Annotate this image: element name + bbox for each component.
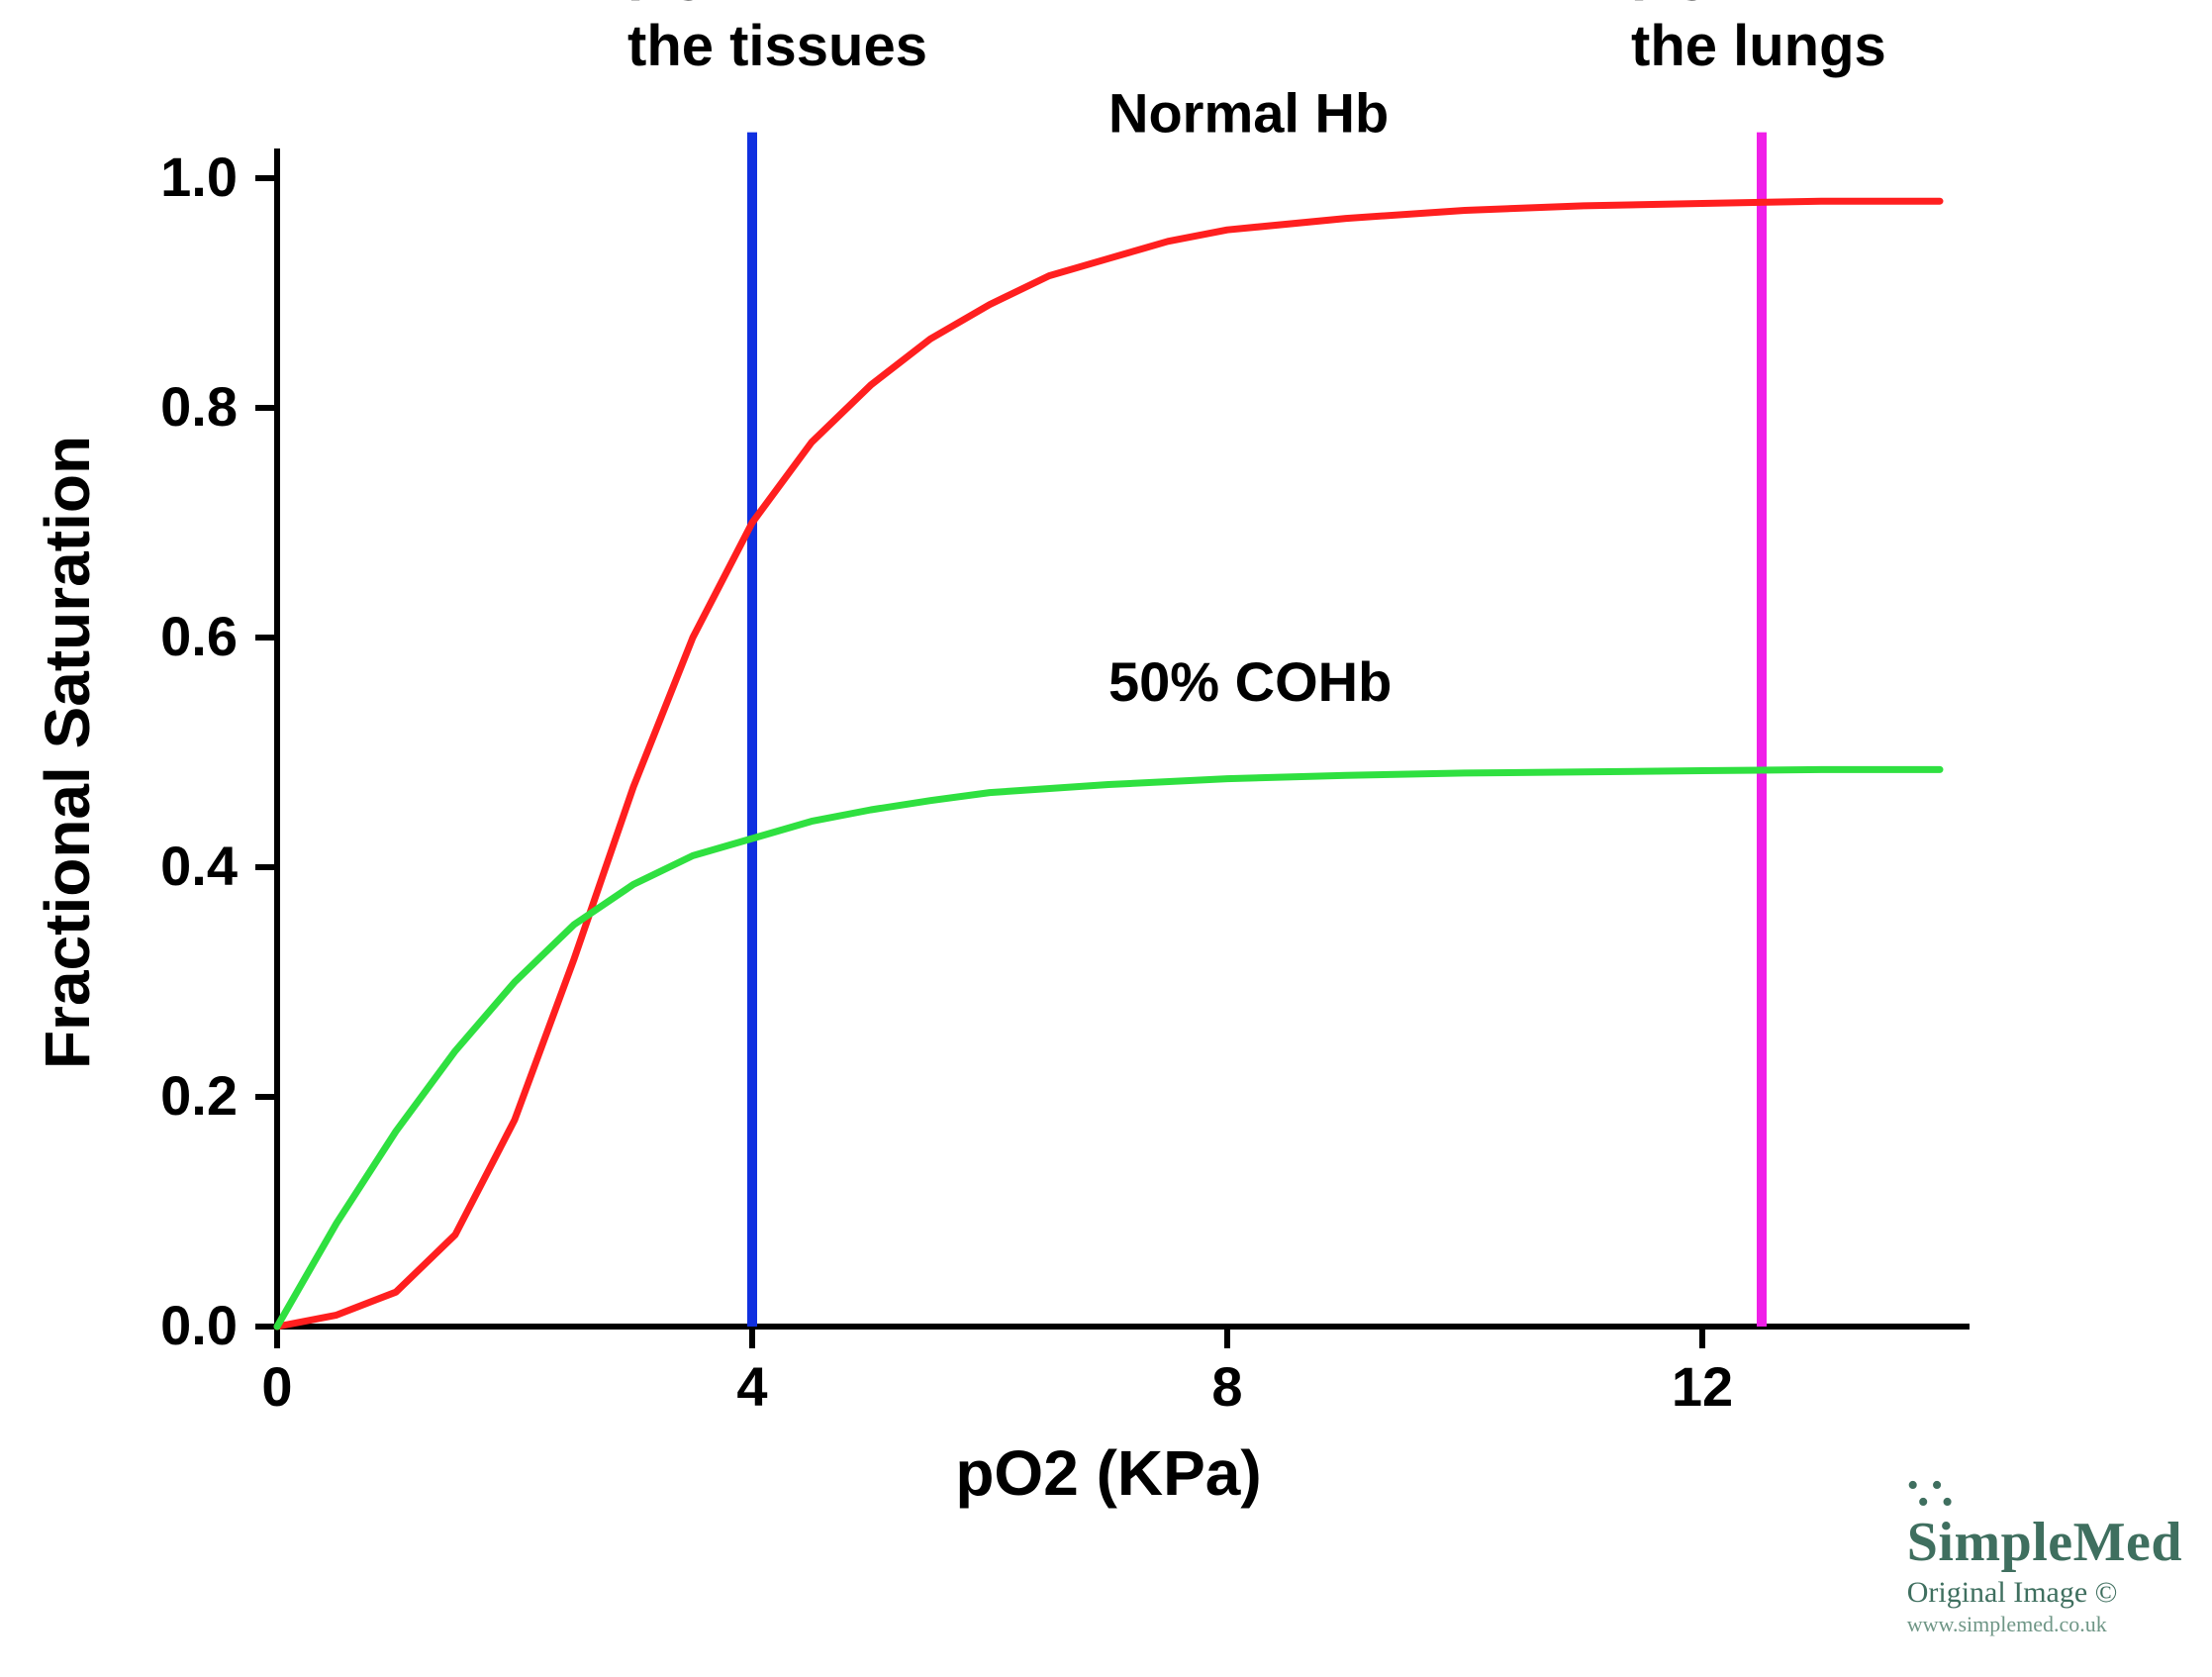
watermark-subtitle: Original Image © [1907, 1576, 2182, 1610]
chart-bg [0, 0, 2212, 1677]
watermark-brand: SimpleMed [1907, 1511, 2182, 1574]
x-tick-label: 0 [261, 1355, 292, 1418]
y-tick-label: 0.4 [160, 835, 238, 897]
dissociation-curve-chart: 0 4 8 12 0.0 0.2 0.4 0.6 0.8 1.0 pO2 (KPa) Fraction… [0, 0, 2212, 1677]
y-tick-label: 0.0 [160, 1294, 238, 1356]
y-tick-label: 1.0 [160, 146, 238, 208]
vline-label-PO2-tissues: the tissues [627, 14, 927, 78]
series-label-50%-cohb: 50% COHb [1108, 650, 1392, 713]
x-tick-label: 8 [1211, 1355, 1242, 1418]
chart-container: 0 4 8 12 0.0 0.2 0.4 0.6 0.8 1.0 pO2 (KPa) Fraction… [0, 0, 2212, 1677]
y-tick-label: 0.2 [160, 1064, 238, 1127]
watermark-dots-icon: • • • • [1907, 1477, 2182, 1511]
x-axis-label: pO2 (KPa) [955, 1437, 1261, 1509]
vline-label-PO2-lungs: the lungs [1631, 14, 1886, 78]
watermark-url: www.simplemed.co.uk [1907, 1612, 2182, 1637]
x-tick-label: 12 [1672, 1355, 1733, 1418]
y-tick-label: 0.8 [160, 375, 238, 438]
vline-label-PO2-tissues: PO2 in [627, 0, 810, 13]
x-tick-label: 4 [736, 1355, 767, 1418]
watermark: • • • • SimpleMed Original Image © www.s… [1907, 1477, 2182, 1637]
y-axis-label: Fractional Saturation [32, 436, 103, 1069]
vline-label-PO2-lungs: PO2 in [1631, 0, 1813, 13]
series-label-normal-hb: Normal Hb [1108, 82, 1389, 145]
y-tick-label: 0.6 [160, 605, 238, 667]
